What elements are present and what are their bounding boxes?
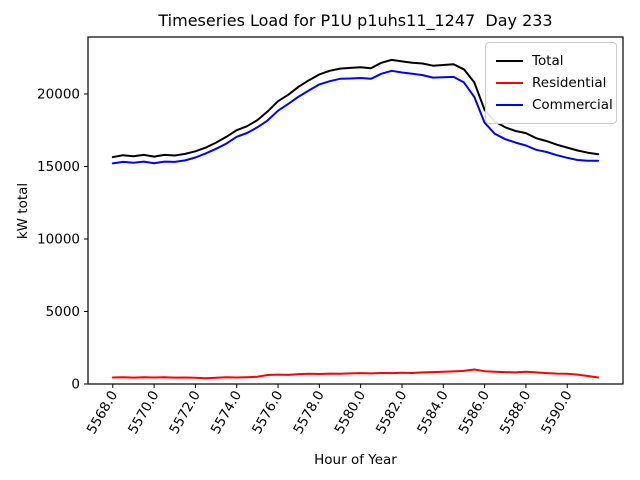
x-tick-label: 5570.0 <box>125 388 162 437</box>
legend: Total Residential Commercial <box>485 42 617 124</box>
legend-item-residential: Residential <box>496 72 608 94</box>
x-tick-label: 5584.0 <box>414 388 451 437</box>
x-tick-label: 5580.0 <box>332 388 369 437</box>
x-tick-label: 5576.0 <box>249 388 286 437</box>
x-tick-label: 5588.0 <box>497 388 534 437</box>
x-tick-label: 5574.0 <box>208 388 245 437</box>
x-axis-title: Hour of Year <box>314 452 397 468</box>
series-line-total <box>111 58 600 159</box>
x-tick-label: 5578.0 <box>290 388 327 437</box>
y-tick-label: 10000 <box>37 231 80 247</box>
y-axis-title: kW total <box>15 182 31 240</box>
x-tick-label: 5586.0 <box>456 388 493 437</box>
legend-label-commercial: Commercial <box>532 97 613 113</box>
legend-line-total-icon <box>496 60 523 62</box>
x-tick-label: 5568.0 <box>84 388 121 437</box>
y-tick-label: 0 <box>71 377 80 393</box>
legend-label-total: Total <box>532 53 564 69</box>
series-line-commercial <box>111 69 600 165</box>
series-line-residential <box>111 368 600 380</box>
x-tick-label: 5572.0 <box>166 388 203 437</box>
y-tick-label: 20000 <box>37 86 80 102</box>
axes-frame <box>87 36 624 385</box>
chart-title: Timeseries Load for P1U p1uhs11_1247 Day… <box>158 11 553 30</box>
legend-line-residential-icon <box>496 82 523 84</box>
y-tick-label: 15000 <box>37 159 80 175</box>
legend-line-commercial-icon <box>496 104 523 106</box>
x-tick-label: 5590.0 <box>538 388 575 437</box>
y-tick-label: 5000 <box>46 304 80 320</box>
legend-label-residential: Residential <box>532 75 607 91</box>
x-tick-label: 5582.0 <box>373 388 410 437</box>
legend-item-commercial: Commercial <box>496 94 613 116</box>
legend-item-total: Total <box>496 50 608 72</box>
